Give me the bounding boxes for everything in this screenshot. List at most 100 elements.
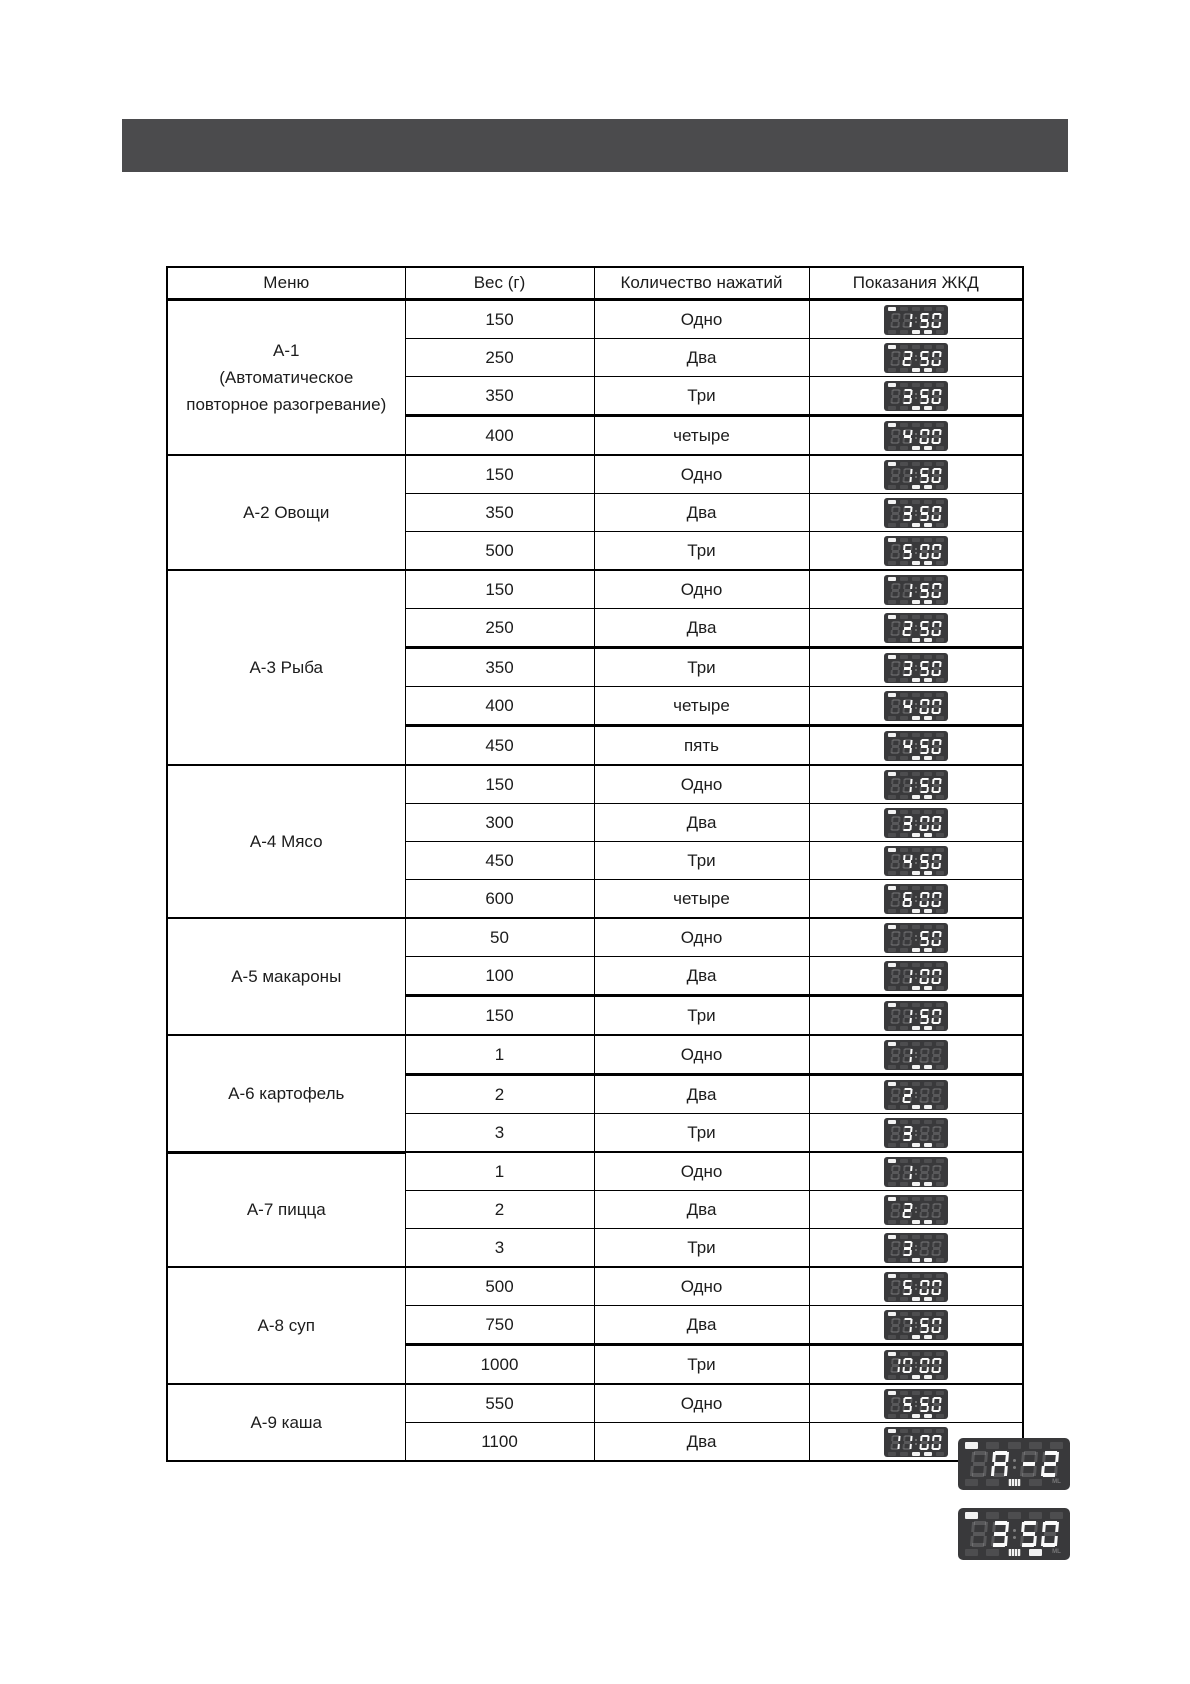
gram-icon (923, 1451, 932, 1456)
table-row: А-9 каша 550 Одно (166, 1383, 1024, 1462)
beverage-icon (923, 771, 932, 776)
menu-label: А-4 Мясо (249, 832, 323, 851)
weight-select-icon (935, 924, 944, 929)
clock-icon (887, 405, 896, 410)
lcd-cell (808, 1113, 1024, 1153)
weight-select-icon (935, 1002, 944, 1007)
defrost-icon (899, 422, 908, 427)
weight-select-icon (935, 1351, 944, 1356)
table-row: 3 Три (167, 1228, 1024, 1268)
ml-icon (935, 329, 944, 334)
lcd-display (883, 1426, 948, 1457)
table-row: 250 Два (167, 338, 1024, 377)
menu-label: А-8 суп (257, 1316, 315, 1335)
gram-icon (923, 484, 932, 489)
beverage-icon (923, 1002, 932, 1007)
table-row: 300 Два (167, 803, 1024, 842)
preset-icon (899, 908, 908, 913)
beverage-icon (923, 422, 932, 427)
defrost-icon (899, 732, 908, 737)
lcd-cell (808, 1074, 1024, 1114)
menu-cell: А-9 каша (166, 1383, 406, 1462)
snowflake-icon (1007, 1442, 1021, 1449)
snowflake-icon (911, 1428, 920, 1433)
lcd-display (883, 960, 948, 991)
defrost-icon (899, 306, 908, 311)
lcd-cell (808, 1383, 1024, 1423)
weight-select-icon (935, 1041, 944, 1046)
auto-reheat-icon (887, 732, 896, 737)
weight-cell: 150 (404, 569, 595, 609)
lcd-display (883, 1117, 948, 1148)
menu-label: А-7 пицца (246, 1200, 326, 1220)
lcd-cell (808, 493, 1024, 532)
lcd-cell (808, 338, 1024, 377)
lcd-panel-a2: ML (958, 1438, 1070, 1490)
menu-label: (Автоматическое (219, 368, 354, 387)
preset-icon (899, 1104, 908, 1109)
snowflake-icon (911, 1196, 920, 1201)
beverage-icon (1028, 1512, 1042, 1519)
auto-reheat-icon (887, 847, 896, 852)
presses-cell: Два (593, 1422, 810, 1462)
table-row: 350 Два (167, 493, 1024, 532)
weight-cell: 500 (404, 1266, 595, 1306)
snowflake-icon (911, 1351, 920, 1356)
preset-icon (899, 947, 908, 952)
auto-reheat-icon (887, 344, 896, 349)
snowflake-icon (911, 771, 920, 776)
auto-reheat-icon (965, 1512, 978, 1519)
table-row: А-5 макароны 50 Одно (166, 917, 1024, 1036)
clock-icon (887, 985, 896, 990)
table-row: А-8 суп 500 Одно (166, 1266, 1024, 1385)
table-row: 150 Три (167, 995, 1024, 1036)
snowflake-icon (911, 1119, 920, 1124)
weight-select-icon (935, 885, 944, 890)
auto-reheat-icon (887, 499, 896, 504)
weight-cell: 1000 (404, 1344, 595, 1385)
keypad-icon (911, 1334, 920, 1339)
weight-select-icon (935, 382, 944, 387)
gram-icon (923, 908, 932, 913)
keypad-icon (911, 1257, 920, 1262)
lcd-display (883, 1271, 948, 1302)
table-row: 350 Три (167, 647, 1024, 687)
defrost-icon (899, 1002, 908, 1007)
lcd-display (883, 459, 948, 490)
preset-icon (899, 1334, 908, 1339)
weight-select-icon (935, 1234, 944, 1239)
lcd-display: ML (958, 1438, 1070, 1490)
menu-label: А-6 картофель (228, 1083, 345, 1103)
presses-cell: Три (593, 1228, 810, 1268)
presses-cell: Два (593, 338, 810, 377)
gram-icon (923, 1142, 932, 1147)
preset-icon (899, 445, 908, 450)
keypad-icon (911, 794, 920, 799)
beverage-icon (923, 1273, 932, 1278)
col-header-weight: Вес (г) (404, 266, 595, 301)
presses-cell: Два (593, 608, 810, 649)
clock-icon (965, 1549, 978, 1556)
presses-cell: Три (593, 1113, 810, 1153)
weight-cell: 150 (404, 454, 595, 494)
clock-icon (887, 1025, 896, 1030)
defrost-icon (899, 499, 908, 504)
auto-reheat-icon (887, 461, 896, 466)
weight-select-icon (935, 576, 944, 581)
preset-icon (899, 677, 908, 682)
gram-icon (923, 985, 932, 990)
ml-icon (935, 1334, 944, 1339)
gram-icon (923, 560, 932, 565)
weight-select-icon (935, 461, 944, 466)
ml-icon (935, 599, 944, 604)
gram-icon (1028, 1479, 1042, 1486)
ml-icon (935, 484, 944, 489)
weight-select-icon (935, 809, 944, 814)
defrost-icon (899, 1311, 908, 1316)
table-row: А-6 картофель 1 Одно (166, 1034, 1024, 1154)
menu-cell: А-1 (Автоматическое повторное разогревание… (166, 298, 406, 456)
ml-icon (935, 755, 944, 760)
snowflake-icon (911, 1311, 920, 1316)
lcd-display (883, 1232, 948, 1263)
auto-reheat-icon (887, 576, 896, 581)
